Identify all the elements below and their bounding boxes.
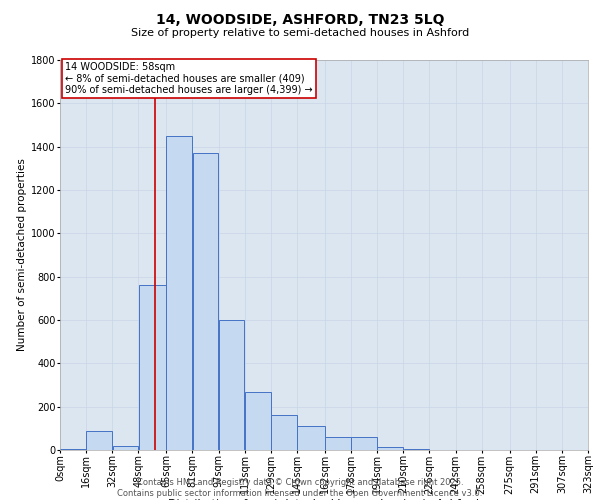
Bar (60, 449, 86, 450)
Bar (139, 286, 166, 450)
Bar (193, 153, 218, 450)
Y-axis label: Number of semi-detached properties: Number of semi-detached properties (17, 158, 27, 352)
X-axis label: Distribution of semi-detached houses by size in Ashford: Distribution of semi-detached houses by … (169, 499, 479, 500)
Text: 14, WOODSIDE, ASHFORD, TN23 5LQ: 14, WOODSIDE, ASHFORD, TN23 5LQ (156, 12, 444, 26)
Bar (377, 447, 403, 450)
Bar (271, 416, 297, 450)
Bar (404, 449, 429, 450)
Text: Contains HM Land Registry data © Crown copyright and database right 2025.
Contai: Contains HM Land Registry data © Crown c… (118, 478, 482, 498)
Bar (245, 392, 271, 450)
Bar (325, 437, 351, 450)
Bar (219, 320, 244, 450)
Bar (113, 446, 138, 450)
Bar (351, 437, 377, 450)
Text: 14 WOODSIDE: 58sqm
← 8% of semi-detached houses are smaller (409)
90% of semi-de: 14 WOODSIDE: 58sqm ← 8% of semi-detached… (65, 62, 313, 95)
Bar (166, 136, 192, 450)
Bar (297, 426, 325, 450)
Bar (86, 430, 112, 450)
Text: Size of property relative to semi-detached houses in Ashford: Size of property relative to semi-detach… (131, 28, 469, 38)
